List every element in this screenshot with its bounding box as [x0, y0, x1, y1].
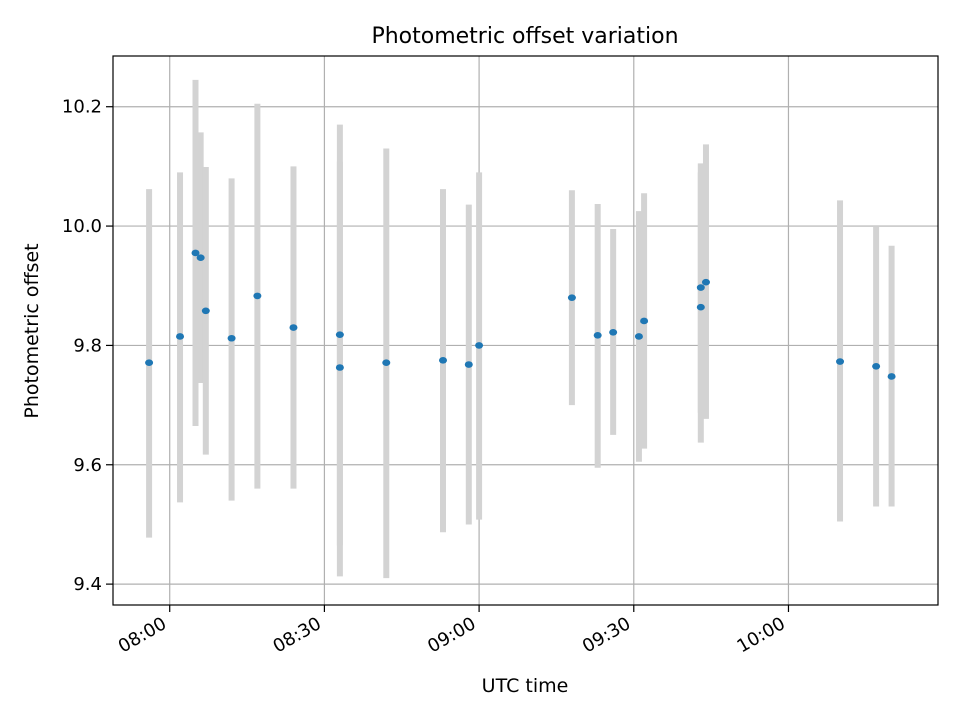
data-point — [640, 317, 649, 325]
data-point — [887, 373, 896, 380]
data-point — [696, 284, 705, 291]
data-point — [464, 361, 473, 368]
y-tick-label: 9.6 — [73, 455, 102, 476]
data-points — [145, 249, 896, 380]
data-point — [872, 363, 881, 370]
plot-frame — [112, 55, 939, 606]
data-point — [176, 333, 185, 340]
data-point — [145, 359, 154, 367]
x-axis-label: UTC time — [482, 675, 569, 697]
y-axis-label: Photometric offset — [21, 243, 43, 418]
data-point — [836, 358, 845, 365]
y-tick-label: 9.8 — [73, 335, 102, 356]
y-tick-label: 10.0 — [62, 216, 102, 237]
chart-title: Photometric offset variation — [371, 24, 678, 49]
y-tick-label: 10.2 — [62, 97, 102, 118]
data-point — [634, 333, 643, 340]
data-point — [696, 303, 705, 311]
data-point — [609, 328, 618, 336]
data-point — [253, 292, 262, 300]
data-point — [439, 357, 447, 364]
data-point — [701, 278, 710, 286]
data-point — [593, 331, 602, 339]
data-point — [201, 307, 210, 315]
data-point — [335, 331, 344, 338]
data-point — [567, 294, 576, 301]
data-point — [475, 342, 484, 349]
data-point — [191, 249, 200, 257]
data-point — [227, 334, 236, 342]
data-point — [335, 364, 344, 371]
data-point — [382, 359, 391, 367]
data-point — [289, 324, 298, 331]
y-tick-label: 9.4 — [73, 574, 102, 595]
y-axis: 9.4 9.6 9.8 10.0 10.2 — [62, 97, 113, 595]
data-point — [196, 254, 205, 261]
